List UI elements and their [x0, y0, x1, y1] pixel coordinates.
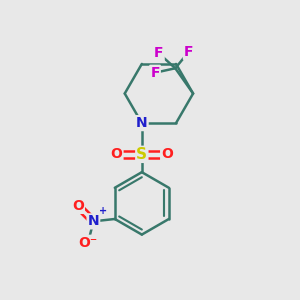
Text: S: S	[136, 147, 147, 162]
Text: O: O	[72, 199, 84, 213]
Text: O: O	[111, 147, 122, 161]
Text: N: N	[88, 214, 99, 228]
Text: F: F	[150, 66, 160, 80]
Text: +: +	[99, 206, 107, 216]
Text: F: F	[184, 45, 194, 59]
Text: O: O	[161, 147, 173, 161]
Text: F: F	[154, 46, 164, 60]
Text: N: N	[136, 116, 148, 130]
Text: O⁻: O⁻	[78, 236, 98, 250]
